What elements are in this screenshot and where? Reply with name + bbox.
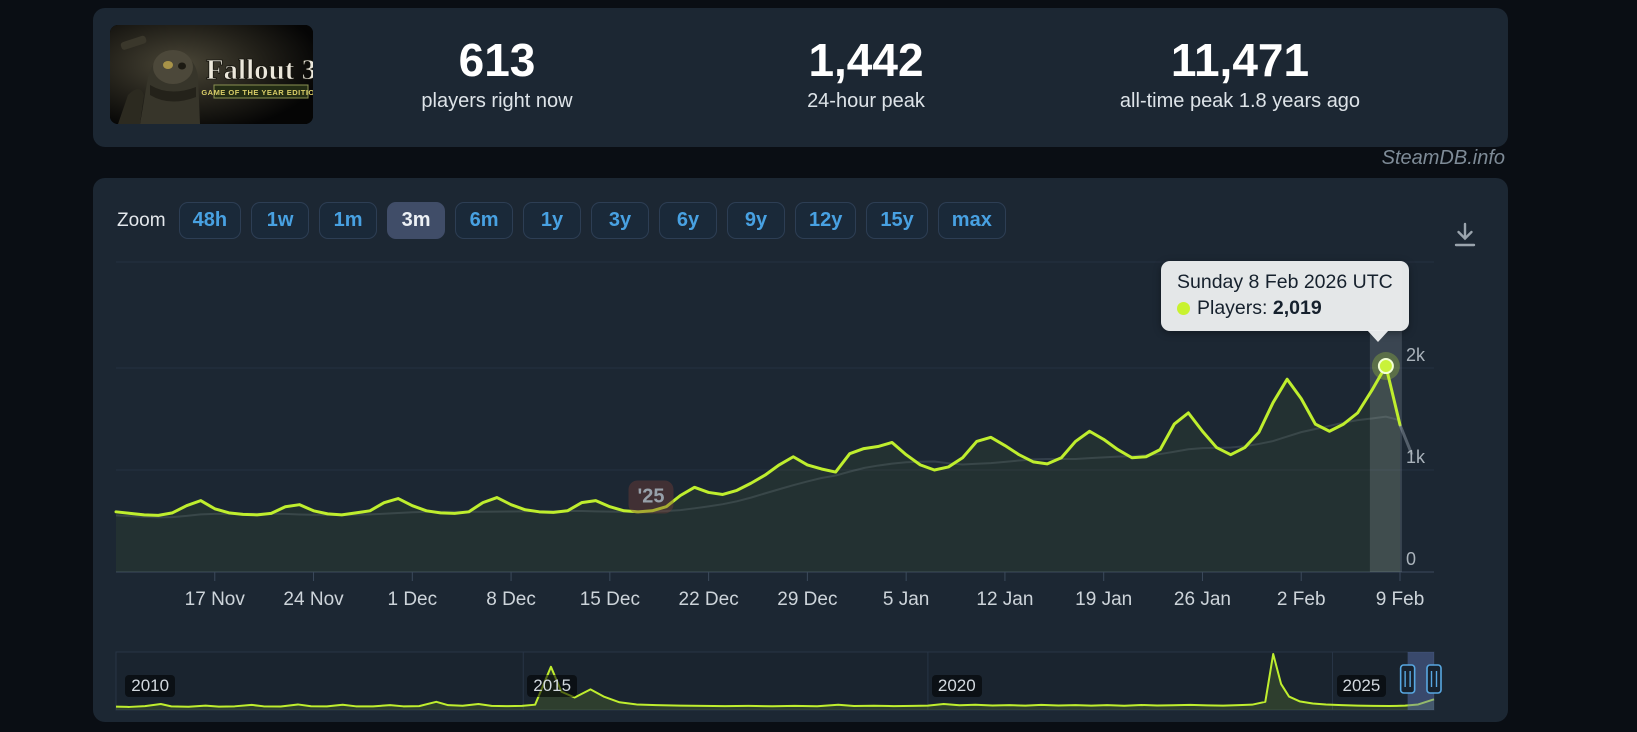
- x-axis-label-19-Jan: 19 Jan: [1075, 589, 1133, 610]
- x-axis-label-29-Dec: 29 Dec: [777, 589, 838, 610]
- x-axis-label-17-Nov: 17 Nov: [184, 589, 245, 610]
- y-axis-label-1k: 1k: [1406, 447, 1426, 467]
- x-axis-label-26-Jan: 26 Jan: [1173, 589, 1231, 610]
- x-axis-label-5-Jan: 5 Jan: [882, 589, 930, 610]
- players-series-line: [114, 364, 1402, 517]
- y-axis-label-2k: 2k: [1406, 345, 1426, 365]
- x-axis-label-15-Dec: 15 Dec: [579, 589, 640, 610]
- steamdb-watermark: SteamDB.info: [1381, 147, 1505, 169]
- zoom-range-button-15y[interactable]: 15y: [866, 202, 928, 239]
- peak-24h-value: 1,442: [808, 34, 924, 86]
- x-axis-label-22-Dec: 22 Dec: [678, 589, 739, 610]
- zoom-controls: Zoom 48h 1w 1m 3m 6m 1y 3y 6y 9y 12y 15y max: [117, 202, 1006, 239]
- tooltip-value: 2,019: [1272, 296, 1322, 319]
- banner-title-text: Fallout 3: [206, 54, 313, 86]
- zoom-range-button-max[interactable]: max: [937, 202, 1006, 239]
- x-axis-label-9-Feb: 9 Feb: [1375, 589, 1425, 610]
- navigator-frame: [115, 651, 1435, 711]
- tooltip-date: Sunday 8 Feb 2026 UTC: [1177, 271, 1393, 293]
- game-banner: Fallout 3 GAME OF THE YEAR EDITION: [110, 25, 313, 124]
- players-now-label: players right now: [421, 90, 573, 113]
- zoom-range-button-1w[interactable]: 1w: [251, 202, 310, 239]
- x-axis-label-2-Feb: 2 Feb: [1276, 589, 1326, 610]
- navigator-series-line: [115, 653, 1435, 708]
- zoom-range-button-9y[interactable]: 9y: [727, 202, 786, 239]
- x-axis-label-24-Nov: 24 Nov: [283, 589, 344, 610]
- tooltip-players-row: Players: 2,019: [1177, 296, 1393, 322]
- players-now-value: 613: [458, 34, 536, 86]
- tooltip-series-label: Players:: [1197, 296, 1268, 319]
- y-axis-label-0: 0: [1406, 549, 1417, 569]
- banner-subtitle-text: GAME OF THE YEAR EDITION: [201, 88, 313, 97]
- partial-day-line: [1398, 424, 1414, 456]
- navigator-year-label-2025: 2025: [1336, 675, 1387, 697]
- download-icon[interactable]: [1450, 220, 1480, 250]
- navigator-handle[interactable]: [1426, 664, 1442, 694]
- series-dot-icon: [1177, 301, 1190, 315]
- zoom-range-button-3y[interactable]: 3y: [591, 202, 650, 239]
- chart-tooltip: Sunday 8 Feb 2026 UTC Players: 2,019: [1161, 261, 1409, 344]
- game-banner-art: Fallout 3 GAME OF THE YEAR EDITION: [110, 25, 313, 124]
- chart-card: Zoom 48h 1w 1m 3m 6m 1y 3y 6y 9y 12y 15y max 17 Nov…: [93, 178, 1508, 722]
- navigator-year-label-2020: 2020: [931, 675, 982, 697]
- stat-24h-peak: 1,442 24-hour peak: [807, 8, 925, 147]
- navigator-year-label-2015: 2015: [527, 675, 578, 697]
- zoom-range-button-6y[interactable]: 6y: [659, 202, 718, 239]
- hover-marker: [1377, 358, 1394, 375]
- player-count-chart[interactable]: [93, 178, 1508, 722]
- zoom-range-button-1m[interactable]: 1m: [319, 202, 378, 239]
- navigator-handle[interactable]: [1399, 664, 1416, 694]
- zoom-range-button-48h[interactable]: 48h: [178, 202, 242, 239]
- zoom-range-button-12y[interactable]: 12y: [795, 202, 857, 239]
- zoom-range-button-1y[interactable]: 1y: [523, 202, 582, 239]
- zoom-range-button-6m[interactable]: 6m: [455, 202, 514, 239]
- navigator-year-label-2010: 2010: [125, 675, 176, 697]
- navigator-area-fill: [116, 654, 1434, 710]
- x-axis-label-12-Jan: 12 Jan: [976, 589, 1034, 610]
- year-boundary-pill: '25: [628, 480, 674, 514]
- zoom-range-button-3m[interactable]: 3m: [387, 202, 446, 239]
- series-area-fill: [116, 366, 1400, 572]
- zoom-label: Zoom: [117, 209, 166, 231]
- x-axis-label-8-Dec: 8 Dec: [486, 589, 536, 610]
- stats-card: Fallout 3 GAME OF THE YEAR EDITION 613 p…: [93, 8, 1508, 147]
- x-axis-label-1-Dec: 1 Dec: [387, 589, 438, 610]
- download-arrow-icon: [1454, 222, 1476, 247]
- peak-24h-label: 24-hour peak: [807, 90, 925, 113]
- stat-players-now: 613 players right now: [421, 8, 572, 147]
- alltime-peak-value: 11,471: [1170, 34, 1310, 86]
- stat-alltime-peak: 11,471 all-time peak 1.8 years ago: [1120, 8, 1360, 147]
- alltime-peak-label: all-time peak 1.8 years ago: [1119, 90, 1361, 113]
